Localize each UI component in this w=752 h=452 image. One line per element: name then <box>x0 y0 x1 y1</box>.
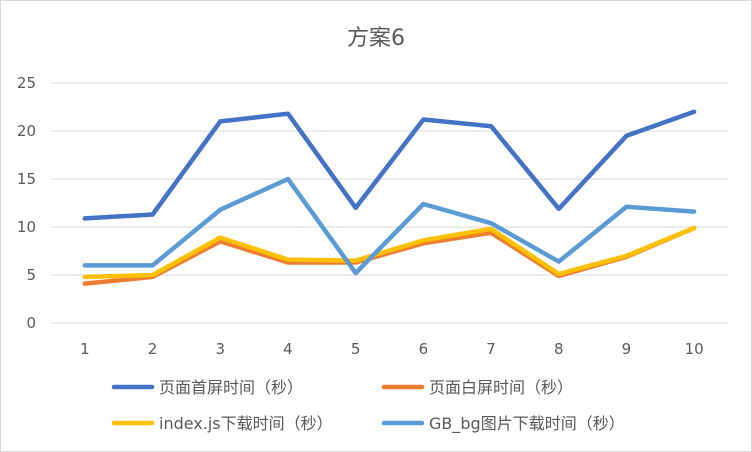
series-line <box>82 109 697 221</box>
data-point <box>354 206 358 210</box>
chart-title: 方案6 <box>347 26 405 51</box>
legend-item: GB_bg图片下载时间（秒） <box>381 414 625 434</box>
data-point <box>151 213 155 217</box>
data-point <box>421 117 425 121</box>
x-tick-label: 2 <box>148 340 158 358</box>
data-point <box>354 259 358 263</box>
data-point <box>83 216 87 220</box>
y-tick-label: 5 <box>26 266 36 284</box>
data-point <box>557 260 561 264</box>
data-point <box>421 202 425 206</box>
legend: 页面首屏时间（秒） 页面白屏时间（秒） index.js下载时间（秒） GB_bg图片… <box>111 378 625 434</box>
x-tick-label: 7 <box>486 340 496 358</box>
y-tick-label: 0 <box>26 314 36 332</box>
data-point <box>624 254 628 258</box>
x-tick-label: 8 <box>554 340 564 358</box>
x-tick-label: 1 <box>80 340 90 358</box>
data-point <box>218 239 222 243</box>
y-tick-label: 15 <box>17 170 36 188</box>
data-point <box>83 275 87 279</box>
series-3 <box>82 225 697 280</box>
data-point <box>151 273 155 277</box>
data-point <box>218 208 222 212</box>
data-point <box>286 177 290 181</box>
data-point <box>692 110 696 114</box>
legend-item: 页面白屏时间（秒） <box>381 378 573 397</box>
data-point <box>421 238 425 242</box>
series-4 <box>82 176 697 276</box>
data-point <box>151 263 155 267</box>
data-point <box>286 112 290 116</box>
legend-item: 页面首屏时间（秒） <box>111 378 303 397</box>
data-point <box>489 227 493 231</box>
x-tick-label: 4 <box>283 340 293 358</box>
data-point <box>557 272 561 276</box>
y-axis-ticks: 0 5 10 15 20 25 <box>17 74 36 332</box>
x-tick-label: 6 <box>419 340 429 358</box>
gridlines <box>51 82 728 324</box>
legend-label: index.js下载时间（秒） <box>159 414 333 433</box>
data-point <box>624 205 628 209</box>
series-lines <box>82 109 697 286</box>
series-1 <box>82 109 697 221</box>
data-point <box>218 236 222 240</box>
data-point <box>692 210 696 214</box>
x-tick-label: 3 <box>215 340 225 358</box>
x-tick-label: 5 <box>351 340 361 358</box>
data-point <box>83 263 87 267</box>
data-point <box>489 124 493 128</box>
legend-label: GB_bg图片下载时间（秒） <box>429 414 625 434</box>
data-point <box>489 221 493 225</box>
data-point <box>83 282 87 286</box>
x-tick-label: 9 <box>622 340 632 358</box>
data-point <box>624 134 628 138</box>
data-point <box>218 119 222 123</box>
legend-label: 页面白屏时间（秒） <box>429 378 573 397</box>
series-line <box>82 176 697 276</box>
data-point <box>692 226 696 230</box>
x-axis-ticks: 1 2 3 4 5 6 7 8 9 10 <box>80 340 704 358</box>
series-2 <box>82 225 697 286</box>
x-tick-label: 10 <box>685 340 704 358</box>
legend-item: index.js下载时间（秒） <box>111 414 333 433</box>
y-tick-label: 25 <box>17 74 36 92</box>
data-point <box>354 271 358 275</box>
data-point <box>286 258 290 262</box>
series-line <box>82 225 697 280</box>
y-tick-label: 10 <box>17 218 36 236</box>
data-point <box>557 207 561 211</box>
y-tick-label: 20 <box>17 122 36 140</box>
legend-label: 页面首屏时间（秒） <box>159 378 303 397</box>
